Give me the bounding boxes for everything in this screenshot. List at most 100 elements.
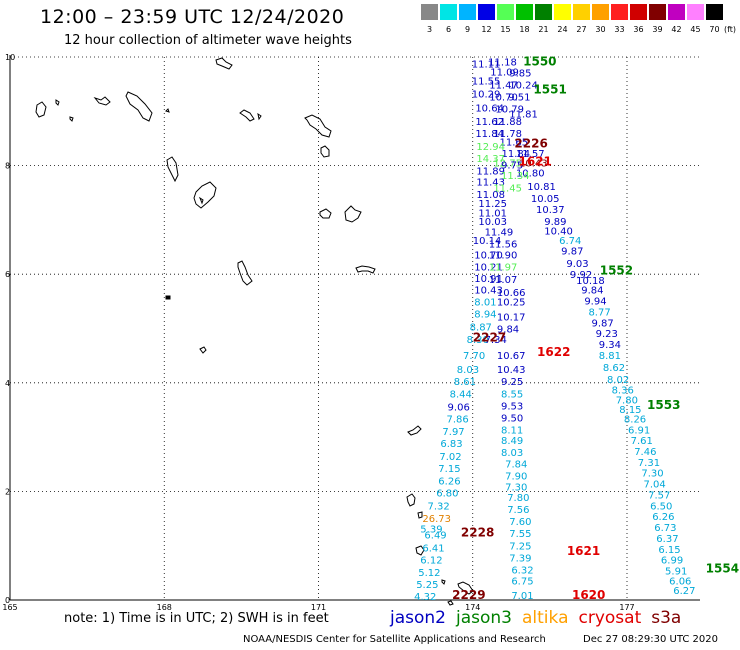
swh-value: 7.30: [505, 482, 527, 493]
swh-value: 8.02: [607, 375, 629, 386]
island-outlines: [36, 58, 473, 605]
swh-value: 9.85: [509, 69, 531, 80]
pass-number-label: 2226: [514, 137, 547, 151]
swh-value: 10.25: [497, 298, 526, 309]
swh-value: 6.99: [661, 556, 683, 567]
swh-value: 10.17: [497, 312, 526, 323]
swh-value: 7.97: [442, 427, 464, 438]
swh-value: 7.60: [509, 517, 531, 528]
pass-number-label: 2227: [473, 331, 506, 345]
swh-value: 7.30: [641, 469, 663, 480]
pass-number-label: 1622: [537, 345, 570, 359]
swh-value: 9.94: [584, 297, 606, 308]
swh-value: 7.86: [447, 414, 469, 425]
swh-value: 6.91: [628, 425, 650, 436]
swh-value: 11.34: [501, 171, 530, 182]
swh-value: 6.15: [658, 545, 680, 556]
pass-number-label: 2229: [452, 588, 485, 602]
swh-value: 4.32: [414, 592, 436, 603]
satellite-legend-item: jason3: [456, 608, 512, 628]
swh-value: 8.01: [474, 298, 496, 309]
swh-value: 5.12: [418, 568, 440, 579]
swh-value: 10.03: [478, 217, 507, 228]
pass-number-label: 1621: [519, 155, 552, 169]
swh-value: 10.67: [497, 351, 526, 362]
y-tick-label: 6: [5, 270, 10, 279]
swh-value: 7.39: [509, 553, 531, 564]
y-tick-label: 10: [5, 53, 15, 62]
swh-value: 9.34: [599, 340, 621, 351]
swh-value: 26.73: [422, 514, 451, 525]
swh-value: 6.83: [440, 439, 462, 450]
pass-number-label: 1620: [572, 588, 605, 602]
swh-value: 11.90: [489, 250, 518, 261]
swh-value: 7.57: [648, 490, 670, 501]
pass-number-label: 1554: [706, 561, 739, 575]
timestamp-footer: Dec 27 08:29:30 UTC 2020: [583, 634, 718, 645]
pass-number-label: 1621: [567, 544, 600, 558]
swh-value: 9.06: [448, 402, 470, 413]
swh-value: 10.81: [527, 182, 556, 193]
swh-value: 9.23: [596, 329, 618, 340]
altimeter-map: 165 168 171 174 1770246810 11.1111.1811.099.…: [0, 0, 740, 650]
swh-value: 7.80: [507, 493, 529, 504]
satellite-legend-item: jason2: [390, 608, 446, 628]
swh-value: 9.87: [592, 318, 614, 329]
swh-value: 6.37: [656, 534, 678, 545]
satellite-legend-item: s3a: [651, 608, 681, 628]
swh-value: 8.26: [624, 414, 646, 425]
y-tick-label: 8: [5, 162, 10, 171]
pass-number-label: 1552: [600, 264, 633, 278]
swh-value: 7.56: [507, 505, 529, 516]
y-tick-label: 0: [5, 596, 10, 605]
swh-value: 8.62: [603, 363, 625, 374]
swh-value: 7.90: [505, 471, 527, 482]
swh-value: 8.77: [588, 307, 610, 318]
swh-value: 6.74: [559, 236, 581, 247]
swh-value: 6.26: [652, 512, 674, 523]
swh-value: 9.84: [581, 286, 603, 297]
swh-value: 6.75: [511, 576, 533, 587]
swh-value: 9.87: [561, 247, 583, 258]
swh-value: 9.50: [501, 413, 523, 424]
swh-value: 6.49: [424, 531, 446, 542]
swh-value: 5.25: [416, 580, 438, 591]
y-tick-label: 4: [5, 379, 10, 388]
swh-value: 10.37: [536, 205, 565, 216]
swh-value: 7.25: [509, 542, 531, 553]
swh-value: 6.32: [511, 565, 533, 576]
swh-value: 7.55: [509, 529, 531, 540]
swh-value: 7.32: [428, 501, 450, 512]
swh-value: 7.02: [439, 452, 461, 463]
swh-value: 8.03: [501, 448, 523, 459]
y-tick-label: 2: [5, 487, 10, 496]
swh-value: 8.61: [454, 377, 476, 388]
pass-number-label: 1550: [523, 55, 556, 69]
swh-value: 7.04: [643, 480, 665, 491]
swh-value: 7.31: [638, 458, 660, 469]
credit-footer: NOAA/NESDIS Center for Satellite Applica…: [243, 634, 546, 645]
satellite-legend: jason2 jason3 altika cryosat s3a: [390, 608, 691, 628]
swh-value: 6.27: [673, 586, 695, 597]
swh-value: 8.49: [501, 436, 523, 447]
swh-value: 7.61: [631, 436, 653, 447]
swh-value: 9.51: [508, 92, 530, 103]
swh-value: 6.50: [650, 501, 672, 512]
swh-value: 8.55: [501, 389, 523, 400]
swh-value: 11.07: [489, 275, 518, 286]
swh-value: 6.41: [422, 544, 444, 555]
swh-value: 11.97: [489, 262, 518, 273]
swh-value: 8.03: [457, 365, 479, 376]
swh-value: 9.03: [566, 259, 588, 270]
swh-value: 6.73: [654, 523, 676, 534]
swh-value: 8.44: [450, 389, 472, 400]
pass-number-label: 1551: [533, 82, 566, 96]
swh-value: 10.05: [531, 194, 560, 205]
swh-value: 9.25: [501, 377, 523, 388]
pass-number-label: 1553: [647, 398, 680, 412]
swh-value: 9.53: [501, 401, 523, 412]
swh-value: 8.11: [501, 425, 523, 436]
swh-values: 11.1111.1811.099.8511.5511.4710.2410.291…: [414, 58, 695, 603]
swh-value: 8.81: [599, 351, 621, 362]
swh-value: 7.01: [511, 591, 533, 602]
